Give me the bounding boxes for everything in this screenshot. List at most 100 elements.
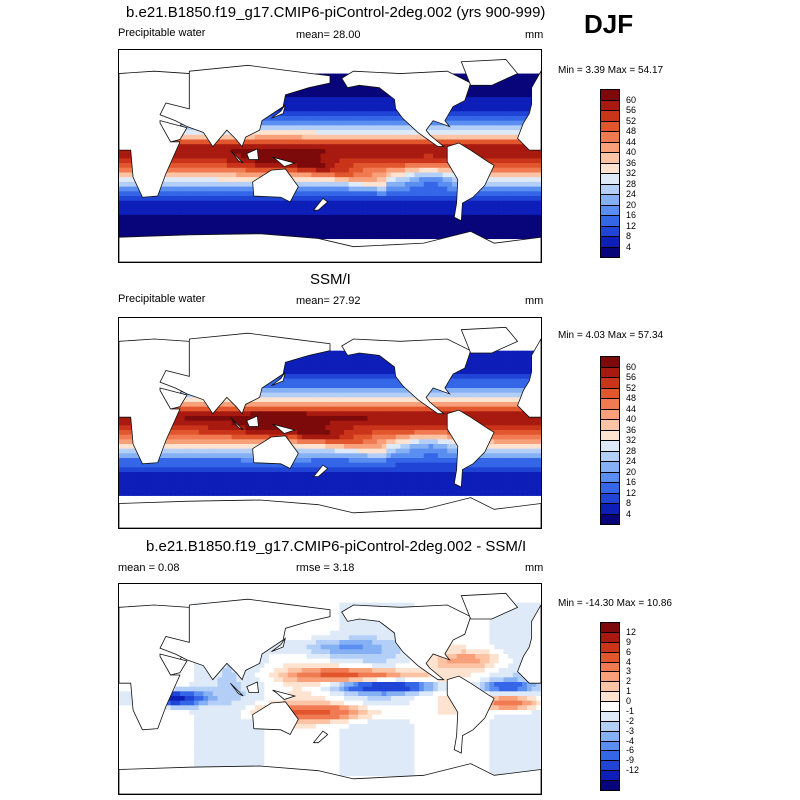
panel-1-cell <box>203 158 209 164</box>
panel-2-cell <box>287 406 294 412</box>
panel-2-cell <box>208 430 214 436</box>
panel-1-cell <box>189 172 195 178</box>
panel-1-cell <box>297 172 303 178</box>
panel-2-cell <box>531 425 537 431</box>
panel-1-cell <box>390 130 397 136</box>
panel-1-cell <box>287 158 294 164</box>
panel-2-cell <box>344 406 350 412</box>
panel-1-cell <box>283 139 289 145</box>
panel-1-cell <box>170 172 176 178</box>
panel-2-cell <box>358 411 364 417</box>
panel-1-cell <box>278 200 284 207</box>
panel-2-cell <box>465 383 472 389</box>
panel-1-cell <box>330 200 336 207</box>
panel-1-cell <box>137 205 144 211</box>
panel-1-cell <box>508 158 514 164</box>
panel-1-cell <box>245 224 251 230</box>
panel-1-cell <box>198 153 204 159</box>
panel-1-cell <box>526 177 533 183</box>
panel-2-cell <box>367 406 373 412</box>
panel-1-cell <box>461 200 467 207</box>
panel-1-cell <box>522 177 528 183</box>
panel-1-cell <box>522 196 528 202</box>
panel-1-cell <box>301 177 308 183</box>
panel-2-cell <box>465 411 472 417</box>
panel-2-cell <box>348 406 355 412</box>
panel-1-cell <box>283 111 289 117</box>
panel-1-cell <box>419 233 425 240</box>
panel-1-cell <box>236 224 242 230</box>
panel-2-cell <box>461 397 467 403</box>
panel-1-colorbar-label: 24 <box>626 189 637 199</box>
panel-2-cell <box>367 388 373 394</box>
panel-1-cell <box>508 163 514 169</box>
panel-1-cell <box>508 144 514 150</box>
panel-1-cell <box>376 229 383 235</box>
panel-1-cell <box>423 229 430 235</box>
panel-2-cell <box>489 392 495 398</box>
panel-2-cell <box>226 430 233 436</box>
panel-1-cell <box>348 196 355 202</box>
panel-2-cell <box>395 383 401 389</box>
panel-1-cell <box>447 172 453 178</box>
panel-1-cell <box>428 125 434 131</box>
panel-1-cell <box>414 163 420 169</box>
panel-1-cell <box>348 148 355 155</box>
panel-1-cell <box>367 115 373 122</box>
panel-1-cell <box>423 200 430 207</box>
panel-1-colorbar-swatch <box>600 141 620 153</box>
panel-2-cell <box>465 374 472 380</box>
panel-1-cell <box>358 134 364 141</box>
panel-2-cell <box>334 430 340 436</box>
panel-1-cell <box>245 163 251 169</box>
panel-1-cell <box>348 139 355 145</box>
panel-2-cell <box>325 397 331 403</box>
panel-1-cell <box>400 120 406 126</box>
panel-2-cell <box>409 425 415 431</box>
panel-2-cell <box>372 402 378 408</box>
panel-2-cell <box>344 439 350 445</box>
panel-1-cell <box>494 214 500 221</box>
panel-1-cell <box>226 158 233 164</box>
panel-1-cell <box>362 101 369 108</box>
panel-2-cell <box>334 369 340 375</box>
panel-2-cell <box>194 420 200 426</box>
panel-1-cell <box>451 139 458 145</box>
panel-1-cell <box>208 186 214 192</box>
panel-1-cell <box>325 167 331 174</box>
panel-2-cell <box>344 425 350 431</box>
panel-2-cell <box>306 388 312 394</box>
panel-1-cell <box>498 191 505 197</box>
panel-2-cell <box>451 392 458 398</box>
panel-1-cell <box>428 196 434 202</box>
panel-1-cell <box>522 219 528 225</box>
panel-1-cell <box>386 214 392 221</box>
panel-1-cell <box>179 200 186 207</box>
panel-2-cell <box>517 416 523 422</box>
panel-1-cell <box>330 106 336 112</box>
panel-1-cell <box>517 205 523 211</box>
panel-1-cell <box>133 205 139 211</box>
panel-2-cell <box>395 397 401 403</box>
panel-1-cell <box>484 214 491 221</box>
panel-1-cell <box>447 111 453 117</box>
panel-1-cell <box>381 196 387 202</box>
panel-1-cell <box>330 101 336 108</box>
panel-1-cell <box>433 125 439 131</box>
panel-1-cell <box>465 125 472 131</box>
panel-2-cell <box>292 425 298 431</box>
panel-2-cell <box>301 406 308 412</box>
panel-1-cell <box>236 229 242 235</box>
panel-1-cell <box>250 167 256 174</box>
panel-1-cell <box>311 158 317 164</box>
panel-1-cell <box>358 224 364 230</box>
panel-1-cell <box>156 191 162 197</box>
panel-2-cell <box>386 406 392 412</box>
panel-1-cell <box>362 196 369 202</box>
panel-1-cell <box>494 87 500 93</box>
panel-2-cell <box>222 406 228 412</box>
panel-1-cell <box>484 106 491 112</box>
panel-1-cell <box>376 177 383 183</box>
panel-1-cell <box>330 229 336 235</box>
panel-1-cell <box>419 167 425 174</box>
